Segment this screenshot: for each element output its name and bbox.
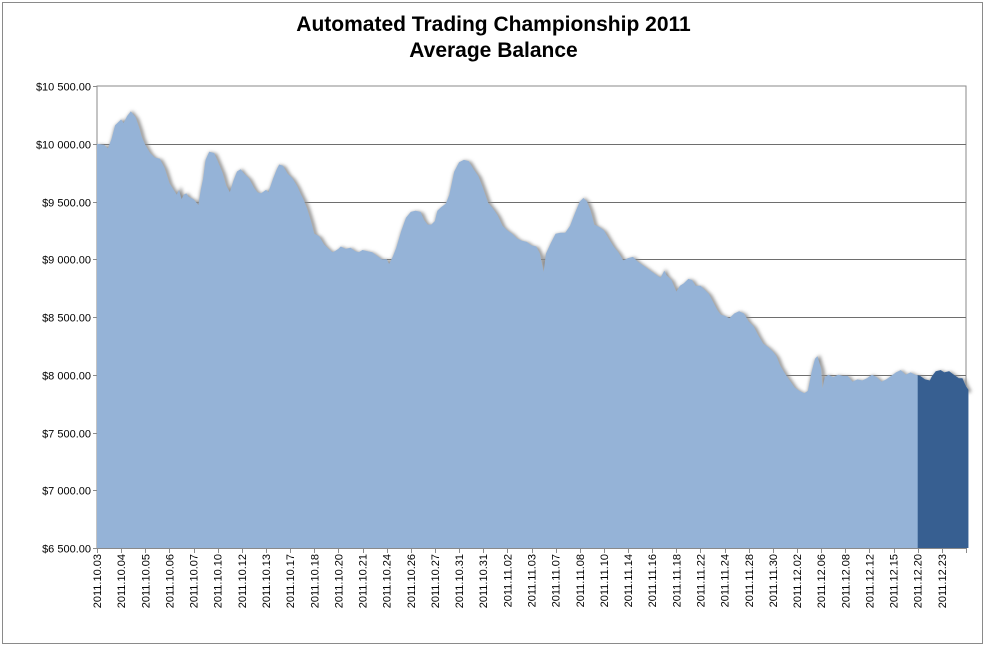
x-tick-label: 2011.10.21 [358,554,370,608]
x-tick-label: 2011.11.07 [551,554,563,607]
chart-title: Automated Trading Championship 2011 [296,13,691,36]
y-tick-label: $6 500.00 [42,544,91,556]
x-tick-label: 2011.10.31 [478,554,490,608]
x-tick-label: 2011.11.18 [671,554,683,607]
x-tick-label: 2011.10.06 [164,554,176,608]
x-tick-label: 2011.11.28 [744,554,756,607]
x-tick-label: 2011.12.15 [889,554,901,608]
x-tick-label: 2011.11.08 [575,554,587,607]
x-tick-label: 2011.10.18 [309,554,321,608]
x-tick-label: 2011.11.16 [647,554,659,607]
average-balance-area [97,111,969,549]
x-tick-label: 2011.10.24 [382,554,394,608]
x-tick-label: 2011.10.13 [261,554,273,608]
y-tick-label: $10 000.00 [36,140,91,152]
x-tick-label: 2011.11.22 [696,554,708,607]
x-tick-label: 2011.11.03 [527,554,539,607]
x-tick-label: 2011.10.27 [430,554,442,608]
x-tick-label: 2011.10.12 [237,554,249,608]
x-tick-label: 2011.10.07 [189,554,201,608]
y-tick-label: $7 000.00 [42,486,91,498]
x-tick-label: 2011.11.02 [502,554,514,607]
x-tick-label: 2011.11.10 [599,554,611,607]
x-tick-label: 2011.10.04 [116,554,128,608]
chart-title-block: Automated Trading Championship 2011 Aver… [0,12,987,64]
x-tick-label: 2011.10.10 [213,554,225,608]
x-tick-label: 2011.12.02 [792,554,804,608]
y-tick-label: $7 500.00 [42,429,91,441]
x-tick-label: 2011.10.03 [92,554,104,608]
x-tick-label: 2011.10.20 [333,554,345,608]
x-tick-label: 2011.10.31 [454,554,466,608]
x-tick-label: 2011.12.20 [913,554,925,608]
chart-subtitle: Average Balance [409,39,578,62]
y-tick-label: $9 000.00 [42,255,91,267]
x-tick-label: 2011.12.12 [864,554,876,608]
x-tick-label: 2011.10.17 [285,554,297,608]
y-tick-label: $9 500.00 [42,198,91,210]
x-tick-label: 2011.10.26 [406,554,418,608]
y-tick-label: $10 500.00 [36,82,91,94]
x-tick-label: 2011.10.05 [140,554,152,608]
x-tick-label: 2011.12.08 [840,554,852,608]
x-tick-label: 2011.12.06 [816,554,828,608]
y-tick-label: $8 000.00 [42,371,91,383]
x-tick-label: 2011.11.14 [623,554,635,607]
x-tick-label: 2011.11.24 [720,554,732,607]
x-tick-label: 2011.11.30 [768,554,780,607]
x-tick-label: 2011.12.23 [937,554,949,608]
highlighted-area-segment [917,370,969,548]
y-tick-label: $8 500.00 [42,313,91,325]
